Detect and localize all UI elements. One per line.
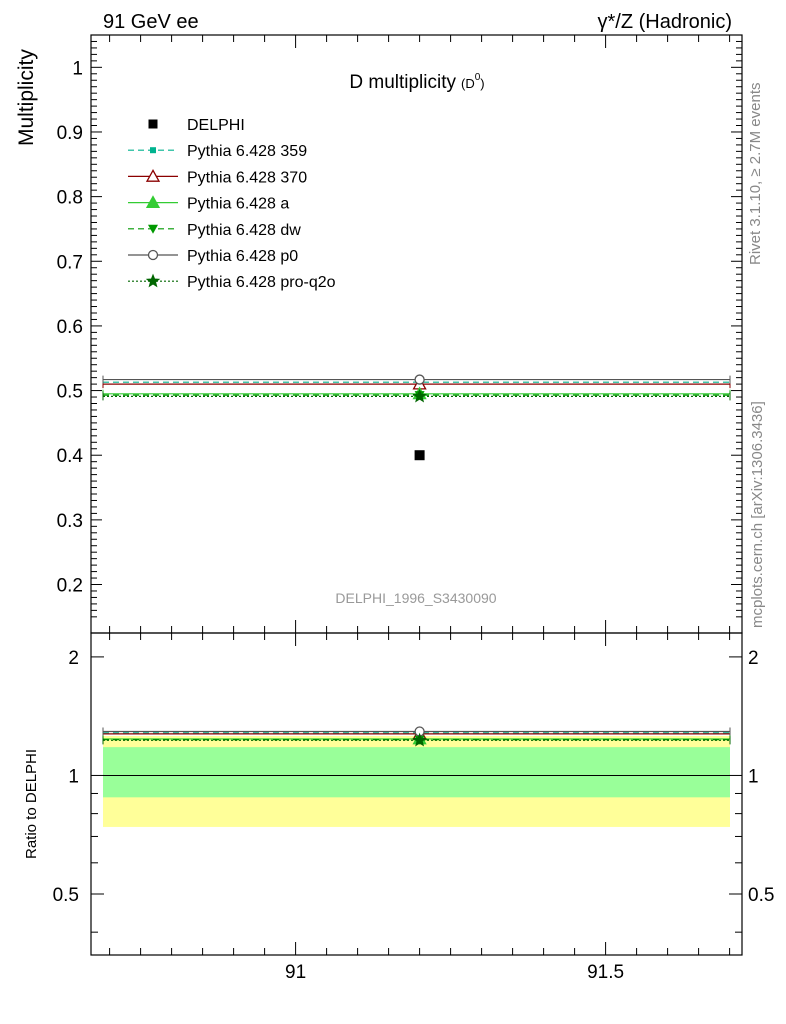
mcplots-label: mcplots.cern.ch [arXiv:1306.3436] (749, 401, 766, 628)
uncertainty-band-inner (103, 747, 730, 798)
main-ylabel: Multiplicity (15, 49, 38, 146)
main-panel: 0.2 0.3 0.4 0.5 0.6 0.7 0.8 0.9 1 D multiplicity… (57, 34, 743, 634)
ytick-label: 0.4 (57, 446, 84, 467)
xtick-label: 91.5 (587, 962, 624, 983)
analysis-watermark: DELPHI_1996_S3430090 (335, 590, 496, 606)
legend-label-3: Pythia 6.428 a (187, 196, 289, 213)
ratio-ticks (91, 633, 742, 955)
ytick-label: 1 (72, 58, 83, 79)
ytick-label: 0.5 (57, 382, 83, 403)
data-point-6 (412, 388, 427, 403)
legend-label-5: Pythia 6.428 p0 (187, 248, 298, 265)
legend-marker-4 (148, 224, 158, 234)
chart-title: D multiplicity (D0) (349, 72, 484, 93)
xtick-label: 91 (285, 962, 306, 983)
ratio-ylabel: Ratio to DELPHI (23, 749, 40, 859)
legend-label-4: Pythia 6.428 dw (187, 222, 301, 239)
legend-label-0: DELPHI (187, 117, 245, 134)
ratio-bands (103, 735, 730, 827)
ratio-ytick-label-right: 2 (748, 648, 759, 669)
legend-marker-3 (145, 195, 161, 209)
main-ytick-labels: 0.2 0.3 0.4 0.5 0.6 0.7 0.8 0.9 1 (57, 58, 84, 596)
ratio-ytick-labels: 0.5 0.5 1 1 2 2 (53, 648, 775, 906)
legend-label-6: Pythia 6.428 pro-q2o (187, 274, 336, 291)
ratio-ytick-label-right: 1 (748, 766, 759, 787)
header-left: 91 GeV ee (103, 11, 199, 33)
rivet-label: Rivet 3.1.10, ≥ 2.7M events (747, 83, 764, 266)
header-right: γ*/Z (Hadronic) (598, 11, 732, 33)
ytick-label: 0.7 (57, 252, 83, 273)
legend-marker-5 (147, 249, 159, 261)
ytick-label: 0.8 (57, 188, 83, 209)
ratio-ytick-label-left: 2 (68, 648, 79, 669)
x-tick-labels: 91 91.5 (285, 962, 624, 983)
legend: DELPHI Pythia 6.428 359 Pythia 6.428 370 Py… (128, 117, 336, 291)
main-ticks (91, 34, 742, 633)
ytick-label: 0.6 (57, 317, 83, 338)
data-point-0 (414, 450, 425, 461)
ytick-label: 0.3 (57, 511, 83, 532)
legend-marker-0 (148, 119, 158, 129)
legend-marker-1 (150, 147, 156, 154)
ytick-label: 0.2 (57, 576, 83, 597)
legend-marker-2 (145, 169, 161, 182)
ratio-ytick-label-right: 0.5 (748, 885, 774, 906)
ratio-ytick-label-left: 1 (68, 766, 79, 787)
ratio-plot-frame (90, 632, 743, 956)
data-point-5 (414, 374, 425, 385)
ratio-series-markers (412, 726, 427, 747)
legend-label-2: Pythia 6.428 370 (187, 169, 307, 186)
legend-marker-6 (145, 273, 161, 288)
legend-label-1: Pythia 6.428 359 (187, 143, 307, 160)
ytick-label: 0.9 (57, 123, 83, 144)
ratio-point-5 (412, 732, 427, 747)
ratio-ytick-label-left: 0.5 (53, 885, 79, 906)
ratio-frame (90, 632, 743, 956)
ratio-panel: 0.5 0.5 1 1 2 2 91 91.5 (53, 632, 775, 983)
main-series-markers (412, 374, 427, 461)
